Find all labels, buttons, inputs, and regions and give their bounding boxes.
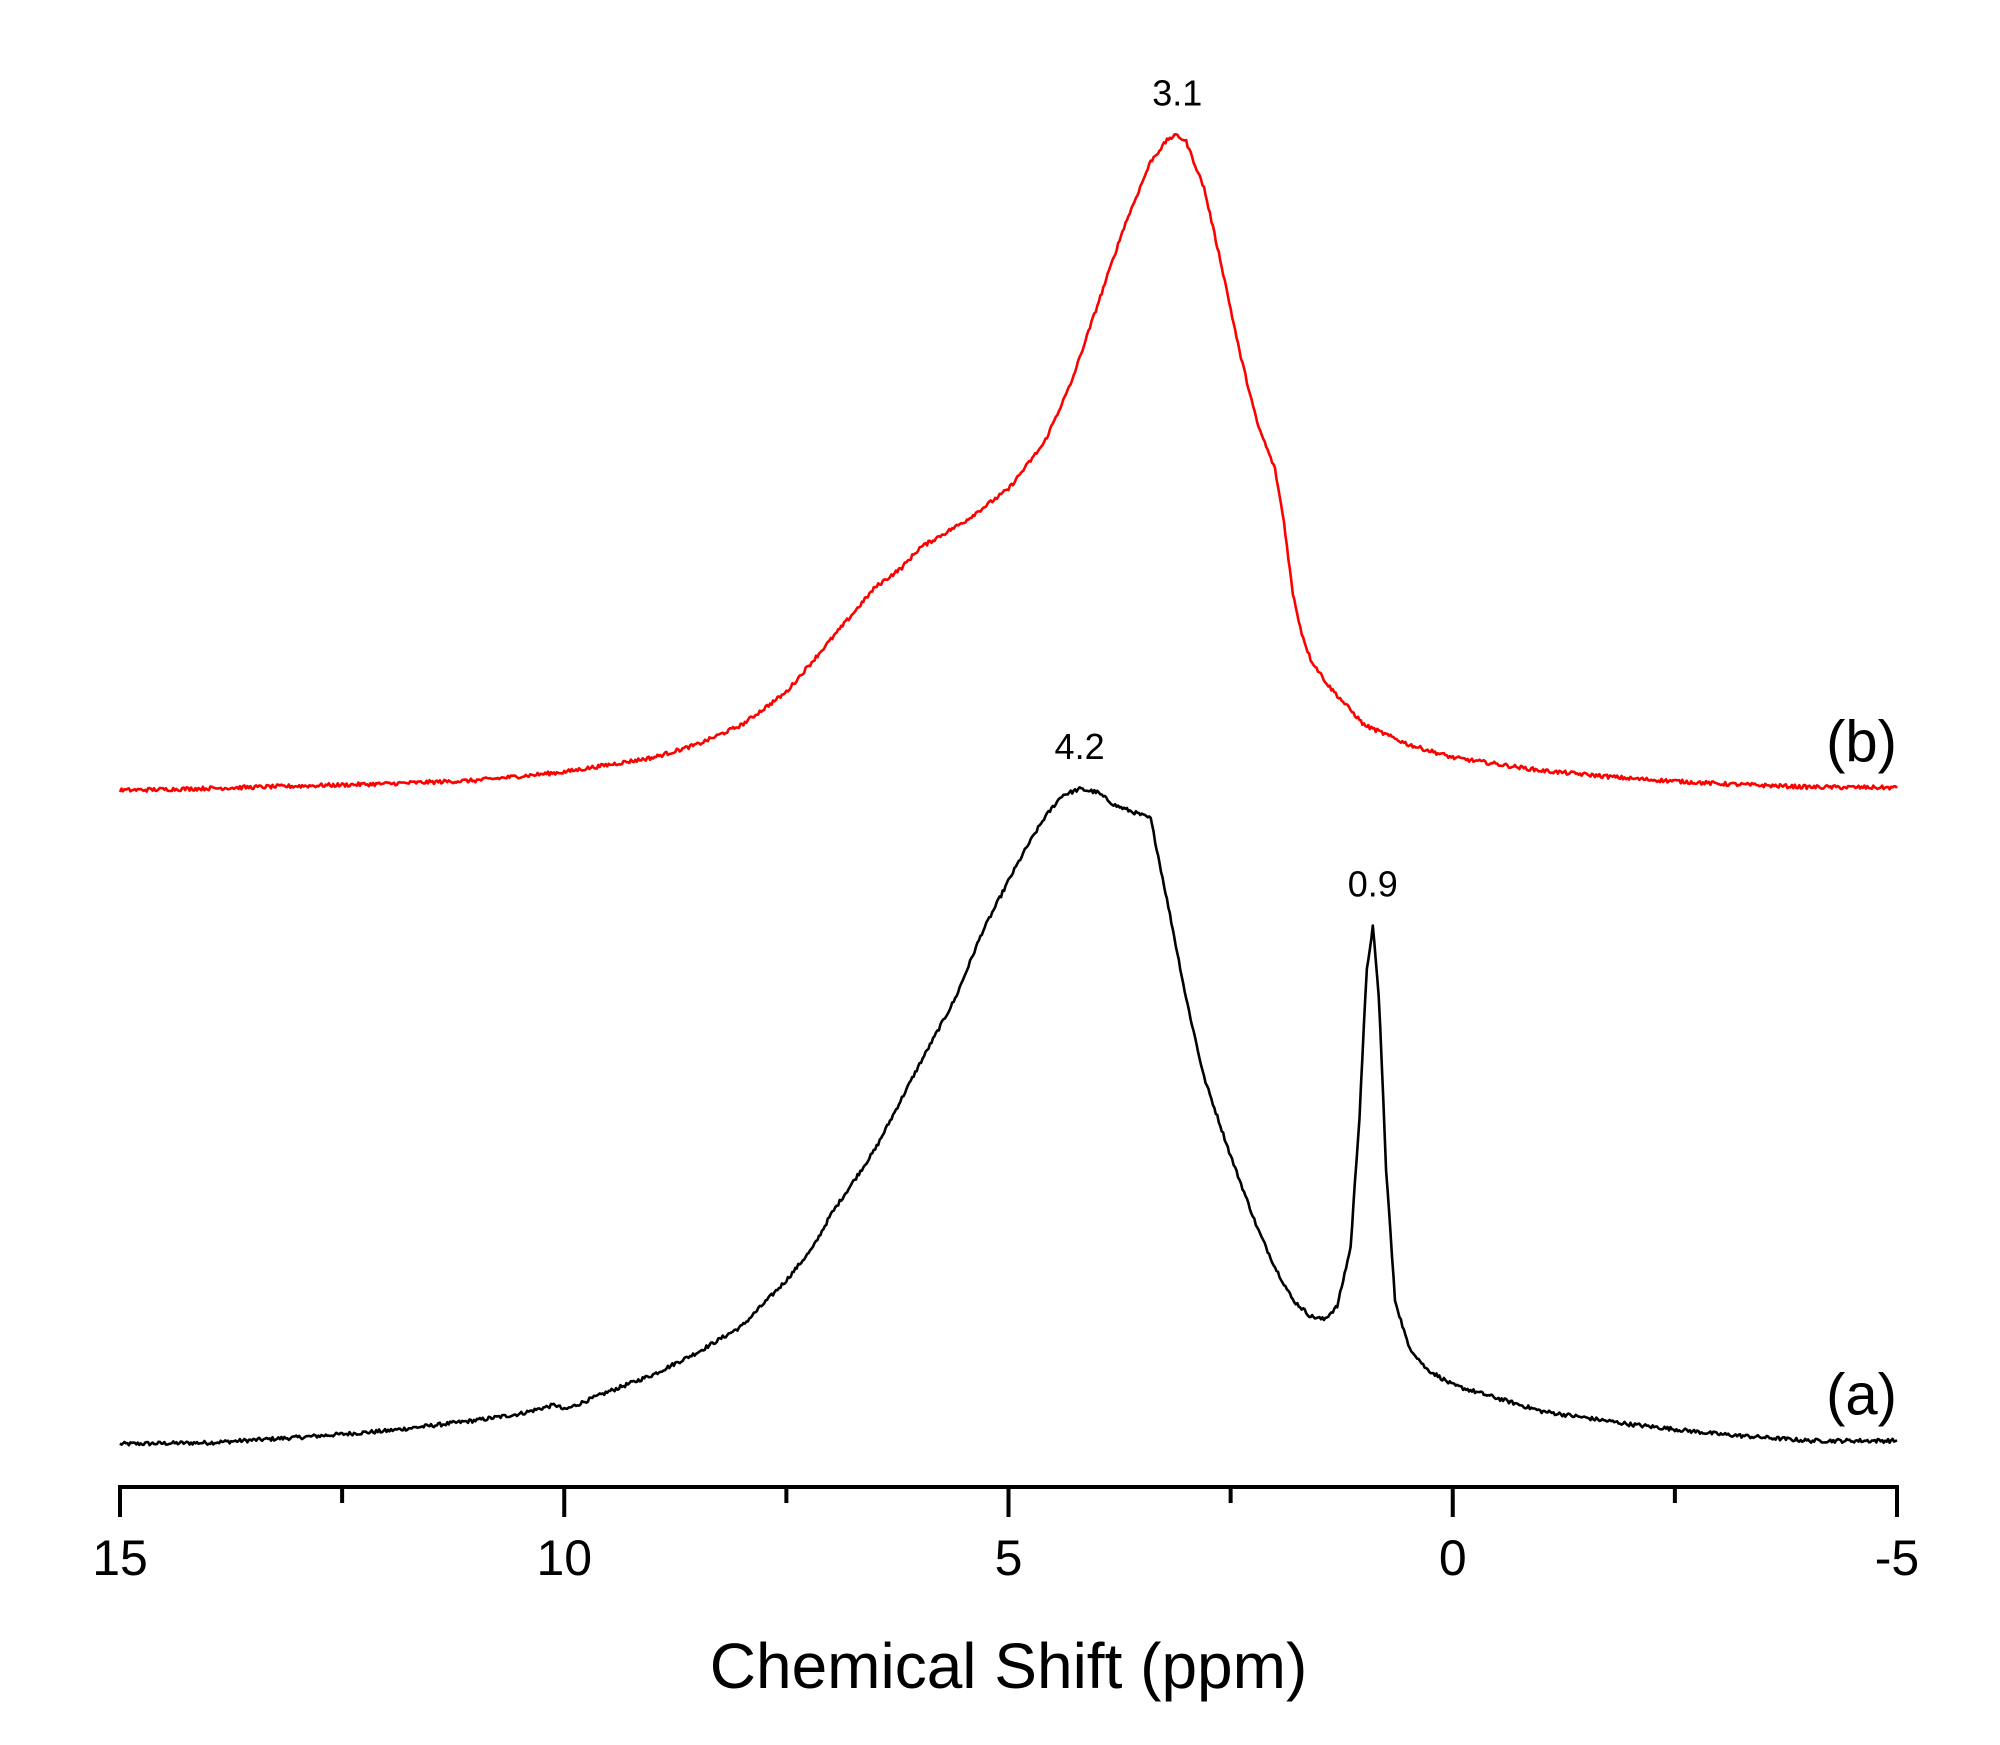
x-tick-label: 15	[92, 1530, 148, 1586]
series-layer: 4.2 0.9 (a) 3.1 (b)	[118, 72, 1898, 1447]
series-line-a	[119, 786, 1898, 1447]
x-tick-label: 10	[536, 1530, 592, 1586]
series-label: (b)	[1826, 710, 1897, 775]
series-label: (a)	[1826, 1363, 1897, 1428]
peak-label: 3.1	[1152, 72, 1202, 113]
x-axis-title: Chemical Shift (ppm)	[710, 1630, 1308, 1702]
series-1: 3.1 (b)	[118, 72, 1898, 793]
x-tick-label: 0	[1439, 1530, 1467, 1586]
x-tick-label: 5	[995, 1530, 1023, 1586]
peak-label: 4.2	[1055, 726, 1105, 767]
x-tick-label: -5	[1875, 1530, 1919, 1586]
series-0: 4.2 0.9 (a)	[119, 726, 1898, 1447]
x-axis-ticks: 15 10 5 0 -5	[92, 1487, 1919, 1586]
peak-label: 0.9	[1348, 864, 1398, 905]
series-line-b	[118, 133, 1898, 793]
